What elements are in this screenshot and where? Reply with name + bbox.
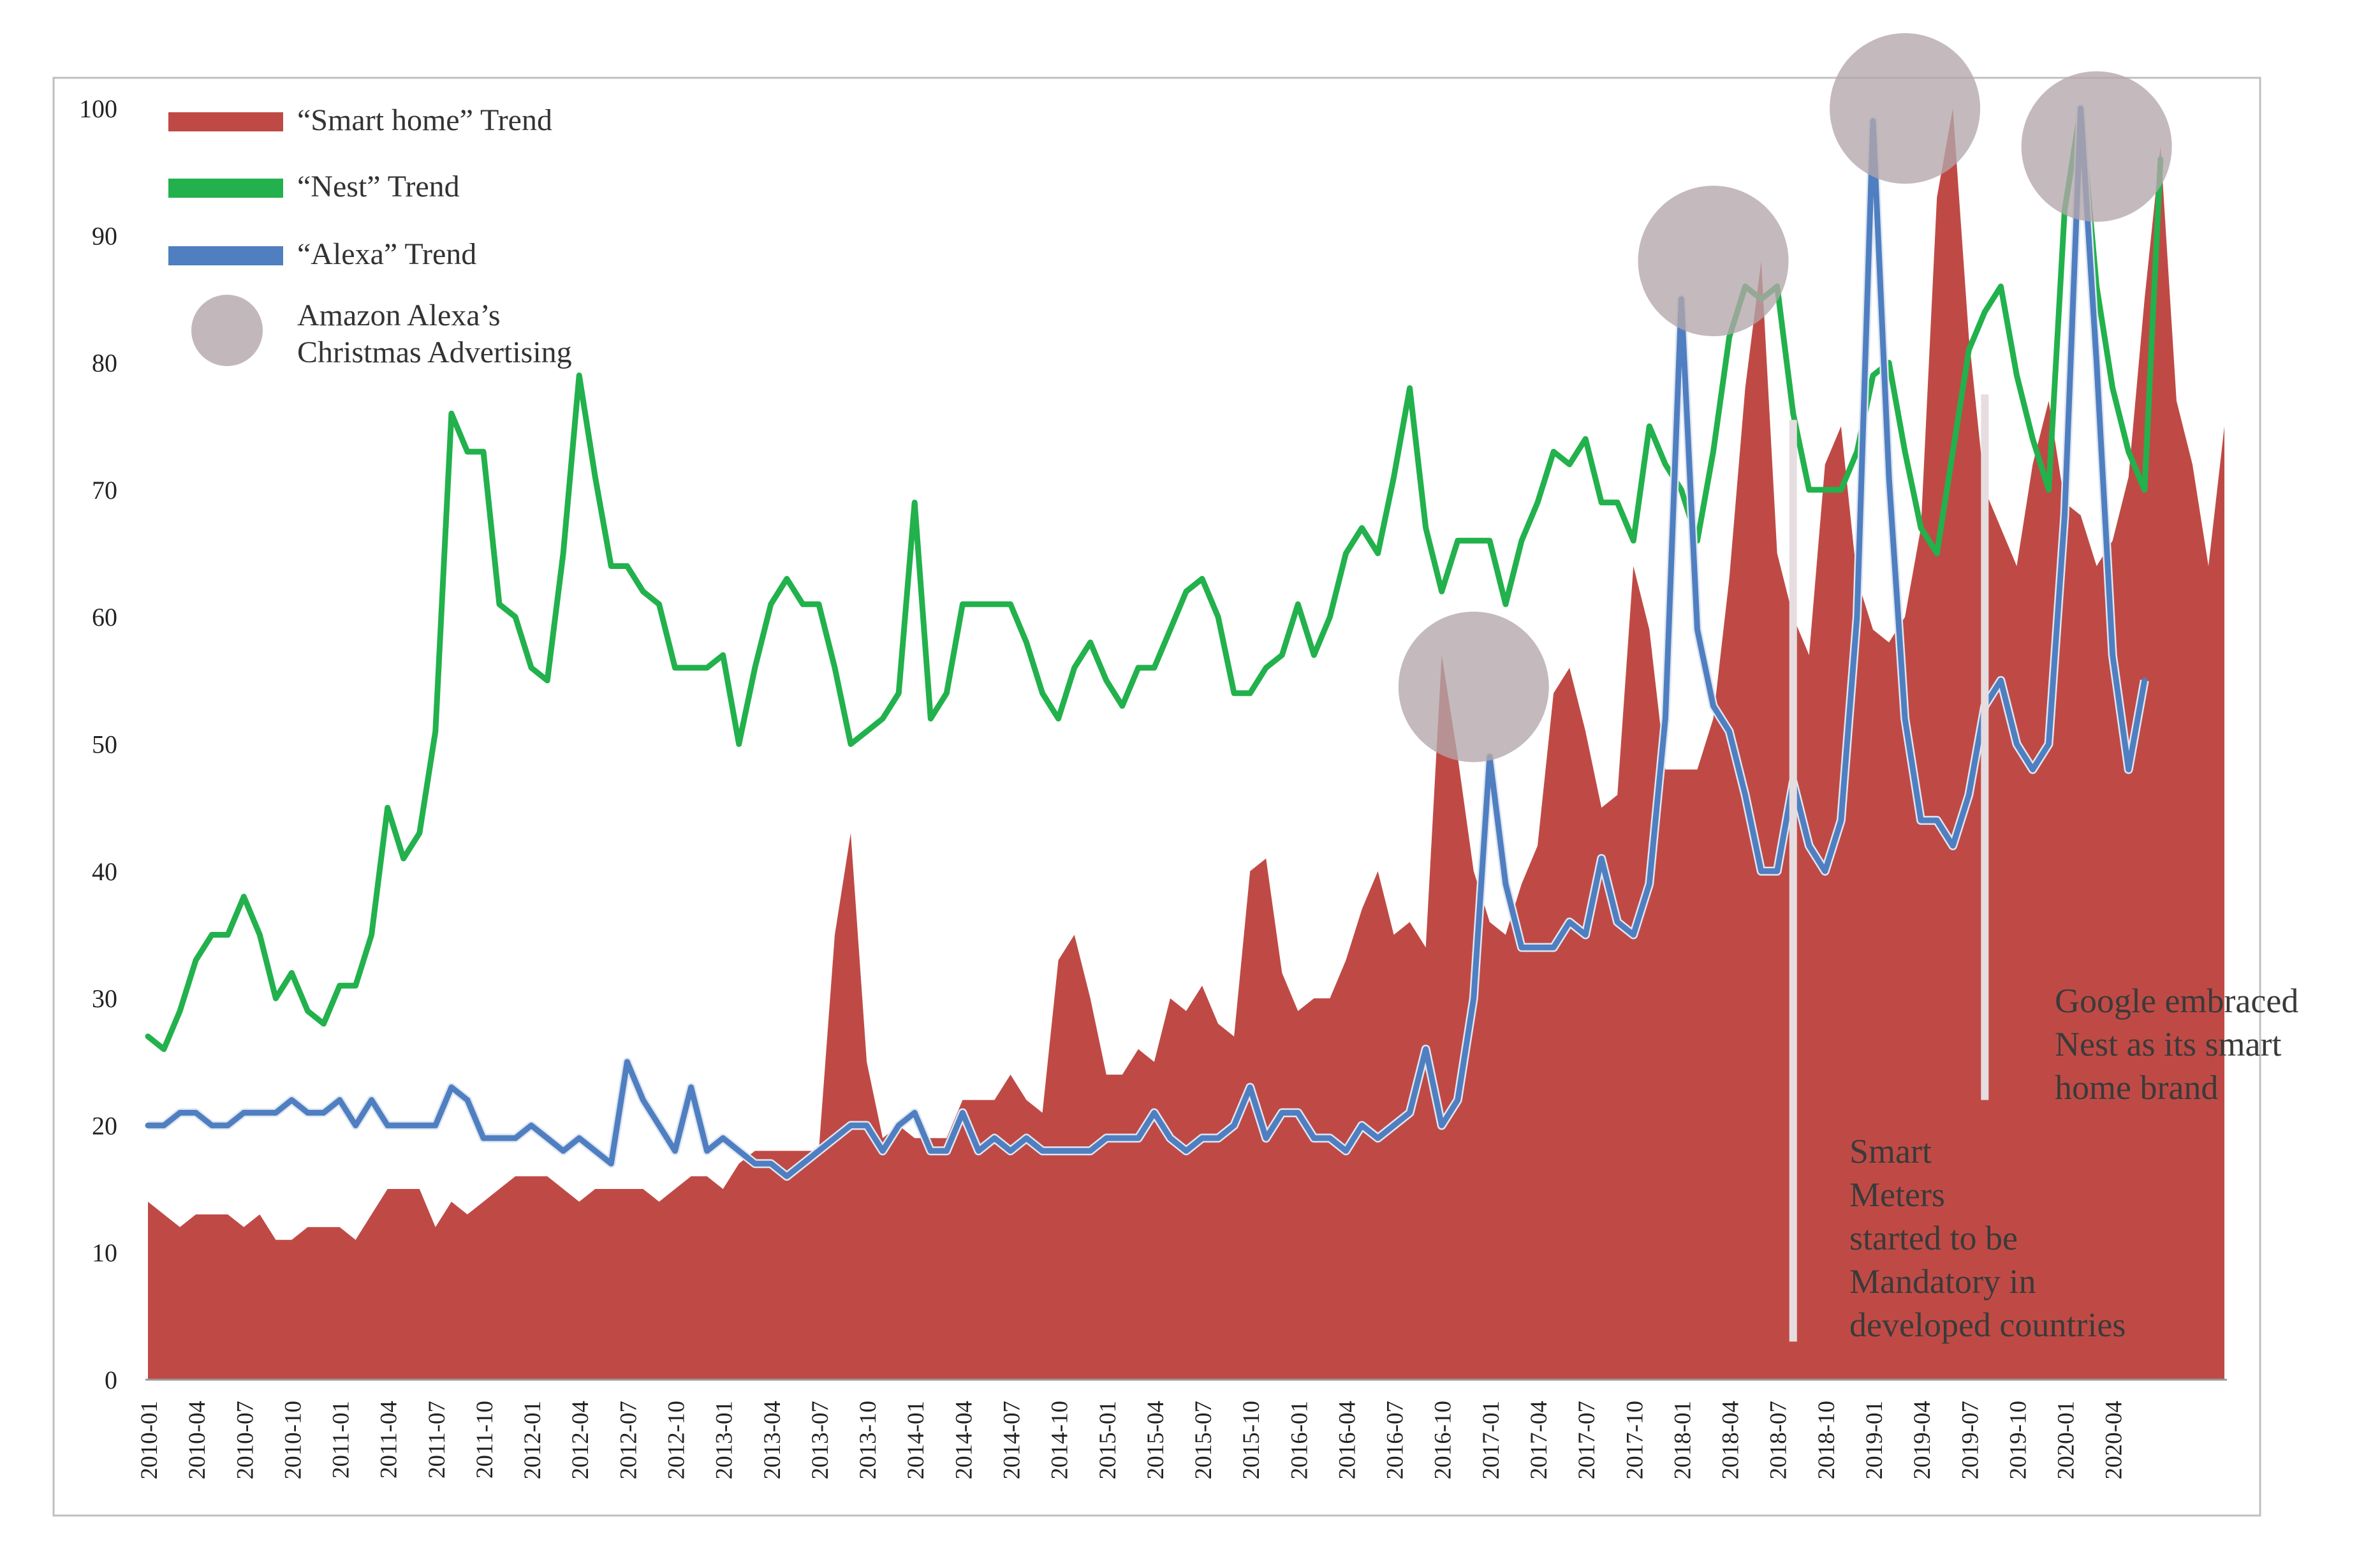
x-tick-label: 2018-07 [1766,1401,1792,1479]
x-tick-label: 2015-10 [1238,1401,1265,1479]
annotation-text-line: Meters [1849,1176,1945,1214]
x-tick-label: 2011-07 [424,1401,450,1479]
x-tick-label: 2013-07 [807,1401,834,1479]
annotation-text-line: developed countries [1849,1306,2126,1344]
x-tick-label: 2013-01 [712,1401,738,1479]
x-tick-label: 2019-04 [1909,1401,1936,1479]
y-tick-label: 60 [92,603,117,631]
x-tick-label: 2010-07 [232,1401,258,1479]
x-tick-label: 2019-01 [1862,1401,1888,1479]
x-tick-label: 2015-07 [1191,1401,1217,1479]
series-line-alexa [145,105,2148,1179]
legend-swatch-alexa [168,246,283,265]
y-tick-label: 80 [92,349,117,378]
legend-label-christmas-ad-line-2: Christmas Advertising [297,336,572,369]
y-tick-label: 90 [92,221,117,250]
y-tick-label: 70 [92,476,117,505]
highlight-circle-1 [1398,611,1549,762]
legend-marker-christmas-ad [191,295,263,366]
x-tick-label: 2014-07 [999,1401,1025,1479]
x-tick-label: 2011-10 [472,1401,498,1479]
x-tick-label: 2017-10 [1622,1401,1648,1479]
annotation-text-line: Smart [1849,1132,1932,1170]
x-tick-label: 2019-07 [1957,1401,1983,1479]
series-layer [145,104,2224,1380]
x-tick-label: 2010-10 [280,1401,306,1479]
y-tick-label: 0 [105,1366,117,1394]
x-tick-label: 2011-04 [376,1401,402,1479]
annotation-text-line: Mandatory in [1849,1262,2036,1301]
y-tick-label: 40 [92,857,117,886]
x-tick-label: 2020-01 [2053,1401,2080,1479]
legend-label-christmas-ad: Amazon Alexa’s Christmas Advertising [297,299,572,369]
x-tick-label: 2015-04 [1143,1401,1169,1479]
highlight-circle-3 [1830,33,1981,184]
x-tick-label: 2010-04 [184,1401,210,1479]
y-tick-label: 100 [79,94,117,123]
annotation-layer: Smart Meters started to be Mandatory in deve… [1398,33,2298,1344]
legend-swatch-nest [168,179,283,198]
x-tick-label: 2013-10 [855,1401,881,1479]
x-tick-label: 2018-10 [1814,1401,1840,1479]
x-tick-label: 2018-01 [1670,1401,1696,1479]
x-tick-label: 2017-04 [1526,1401,1552,1479]
x-tick-label: 2016-04 [1334,1401,1360,1479]
series-line-nest [145,105,2164,1052]
annotation-text-1: Smart Meters started to be Mandatory in deve… [1849,1132,2126,1344]
series-area-smart-home [148,108,2224,1380]
legend-label-alexa: “Alexa” Trend [297,237,476,271]
x-tick-label: 2016-10 [1430,1401,1457,1479]
x-tick-label: 2015-01 [1095,1401,1121,1479]
highlight-circle-2 [1638,186,1789,337]
highlight-circle-4 [2021,71,2172,222]
x-tick-label: 2017-07 [1574,1401,1600,1479]
legend: “Smart home” Trend “Nest” Trend “Alexa” … [168,103,572,369]
legend-label-nest: “Nest” Trend [297,170,460,203]
legend-label-smart-home: “Smart home” Trend [297,103,552,137]
annotation-text-2: Google embraced Nest as its smart home bra… [2055,982,2298,1107]
x-tick-label: 2012-10 [664,1401,690,1479]
x-tick-label: 2016-01 [1286,1401,1312,1479]
x-tick-label: 2011-01 [328,1401,355,1479]
x-tick-label: 2012-04 [568,1401,594,1479]
y-tick-label: 50 [92,730,117,759]
x-tick-label: 2013-04 [760,1401,786,1479]
axis-layer: 0 10 20 30 40 50 60 70 80 90 100 2010-01 2010-04 2010… [79,94,2227,1479]
x-tick-label: 2016-07 [1383,1401,1409,1479]
x-tick-label: 2020-04 [2101,1401,2127,1479]
x-tick-label: 2010-01 [136,1401,163,1479]
x-tick-label: 2012-07 [615,1401,642,1479]
annotation-text-line: Nest as its smart [2055,1025,2281,1063]
x-tick-label: 2019-10 [2005,1401,2031,1479]
x-tick-label: 2014-01 [903,1401,929,1479]
x-tick-label: 2014-10 [1047,1401,1073,1479]
legend-swatch-smart-home [168,112,283,131]
annotation-text-line: home brand [2055,1068,2218,1107]
annotation-text-line: Google embraced [2055,982,2298,1020]
annotation-text-line: started to be [1849,1219,2018,1257]
x-tick-label: 2017-01 [1478,1401,1504,1479]
legend-label-christmas-ad-line-1: Amazon Alexa’s [297,299,501,332]
y-tick-label: 20 [92,1111,117,1140]
y-tick-label: 10 [92,1239,117,1267]
x-tick-label: 2012-01 [520,1401,546,1479]
x-tick-label: 2018-04 [1718,1401,1744,1479]
y-tick-label: 30 [92,984,117,1013]
x-tick-label: 2014-04 [951,1401,977,1479]
